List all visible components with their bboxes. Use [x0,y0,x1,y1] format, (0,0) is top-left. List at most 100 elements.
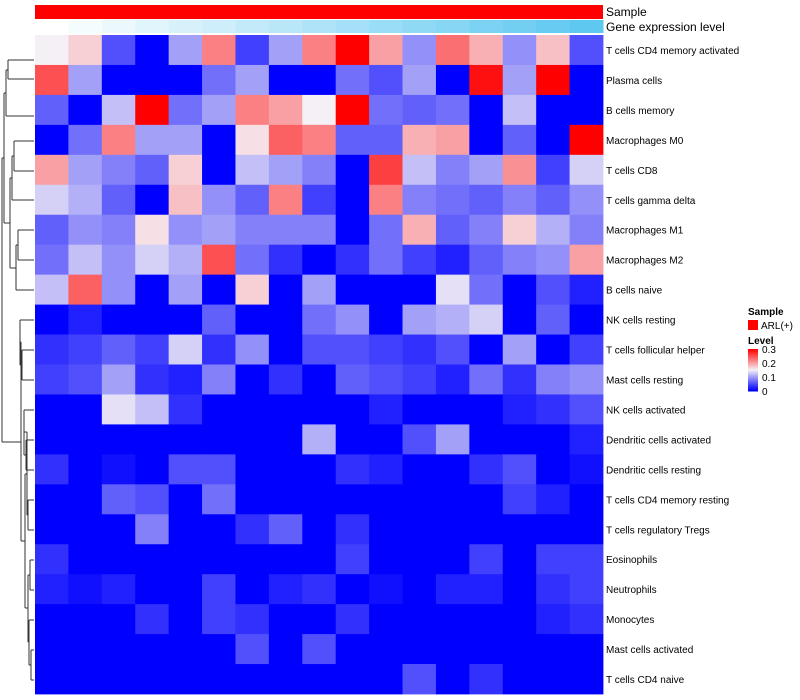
heatmap-cell [135,514,170,545]
heatmap-cell [35,274,69,305]
row-label: Mast cells activated [606,645,693,656]
heatmap-cell [335,94,370,126]
heatmap-cell [268,64,303,96]
heatmap-cell [268,35,303,66]
heatmap-cell [569,184,604,216]
heatmap-cell [235,124,270,156]
heatmap-cell [235,364,270,395]
heatmap-cell [435,64,470,96]
heatmap-cell [268,364,303,395]
heatmap-cell [536,124,570,156]
heatmap-cell [469,154,504,186]
heatmap-cell [235,394,270,425]
heatmap-cell [536,664,570,695]
heatmap-cell [202,184,236,216]
heatmap-cell [369,35,403,66]
heatmap-cell [302,94,337,126]
heatmap-cell [569,64,604,96]
heatmap-cell [302,334,337,365]
heatmap-cell [469,364,504,395]
heatmap-cell [502,334,537,365]
heatmap-cell [569,394,604,425]
heatmap-cell [235,664,270,695]
heatmap-cell [335,514,370,545]
heatmap-cell [202,334,236,365]
heatmap-cell [302,604,337,635]
heatmap-cell [35,664,69,695]
expression-annotation-cell [469,20,504,33]
heatmap-cell [402,304,437,335]
legend-color-step [748,378,758,380]
heatmap-cell [35,244,69,276]
heatmap-cell [235,604,270,635]
heatmap-cell [168,334,203,365]
heatmap-cell [168,454,203,485]
heatmap-cell [469,124,504,156]
heatmap-cell [202,35,236,66]
row-dendrogram [1,59,34,681]
heatmap-cell [68,304,103,335]
row-label: NK cells resting [606,316,675,327]
heatmap-cell [435,35,470,66]
heatmap-cell [435,364,470,395]
heatmap-cell [402,214,437,246]
heatmap-cell [402,514,437,545]
legend-color-step [748,354,758,356]
row-label: Eosinophils [606,555,657,566]
heatmap-cell [135,604,170,635]
heatmap-cell [235,184,270,216]
heatmap-cell [235,544,270,575]
heatmap-cell [402,604,437,635]
heatmap-cell [202,574,236,605]
heatmap-cell [335,664,370,695]
heatmap-cell [402,574,437,605]
heatmap-cell [402,544,437,575]
legend-color-step [748,373,758,375]
heatmap-cell [469,604,504,635]
expression-annotation-cell [235,20,270,33]
row-label: Macrophages M1 [606,226,684,237]
heatmap-cell [435,574,470,605]
heatmap-cell [335,424,370,455]
heatmap-cell [402,244,437,276]
heatmap-cell [536,484,570,515]
row-label: Macrophages M0 [606,136,684,147]
heatmap-cell [168,484,203,515]
heatmap-cell [302,304,337,335]
heatmap-cell [369,124,403,156]
expression-annotation-cell [536,20,571,33]
heatmap-cell [435,274,470,305]
heatmap-cell [202,484,236,515]
heatmap-cell [302,574,337,605]
heatmap-cell [569,454,604,485]
heatmap-cell [502,394,537,425]
heatmap-cell [302,424,337,455]
heatmap-cell [35,364,69,395]
heatmap-cell [502,35,537,66]
heatmap-cell [302,64,337,96]
heatmap-cell [35,154,69,186]
heatmap-cell [135,304,170,335]
heatmap-cell [268,664,303,695]
heatmap-cell [202,394,236,425]
heatmap-cell [435,124,470,156]
heatmap-cell [435,154,470,186]
heatmap-cell [135,484,170,515]
heatmap-cell [469,94,504,126]
heatmap-cell [68,394,103,425]
heatmap-cell [536,35,570,66]
heatmap-cell [35,334,69,365]
heatmap-cell [268,94,303,126]
heatmap-cell [369,484,403,515]
row-label: Plasma cells [606,76,662,87]
heatmap-cell [35,304,69,335]
legend-color-step [748,383,758,385]
heatmap-cell [335,35,370,66]
heatmap-cell [101,424,136,455]
heatmap-cell [35,124,69,156]
heatmap-cell [469,634,504,665]
heatmap-cell [202,544,236,575]
heatmap-cell [168,244,203,276]
heatmap-cell [135,94,170,126]
heatmap-cell [402,664,437,695]
